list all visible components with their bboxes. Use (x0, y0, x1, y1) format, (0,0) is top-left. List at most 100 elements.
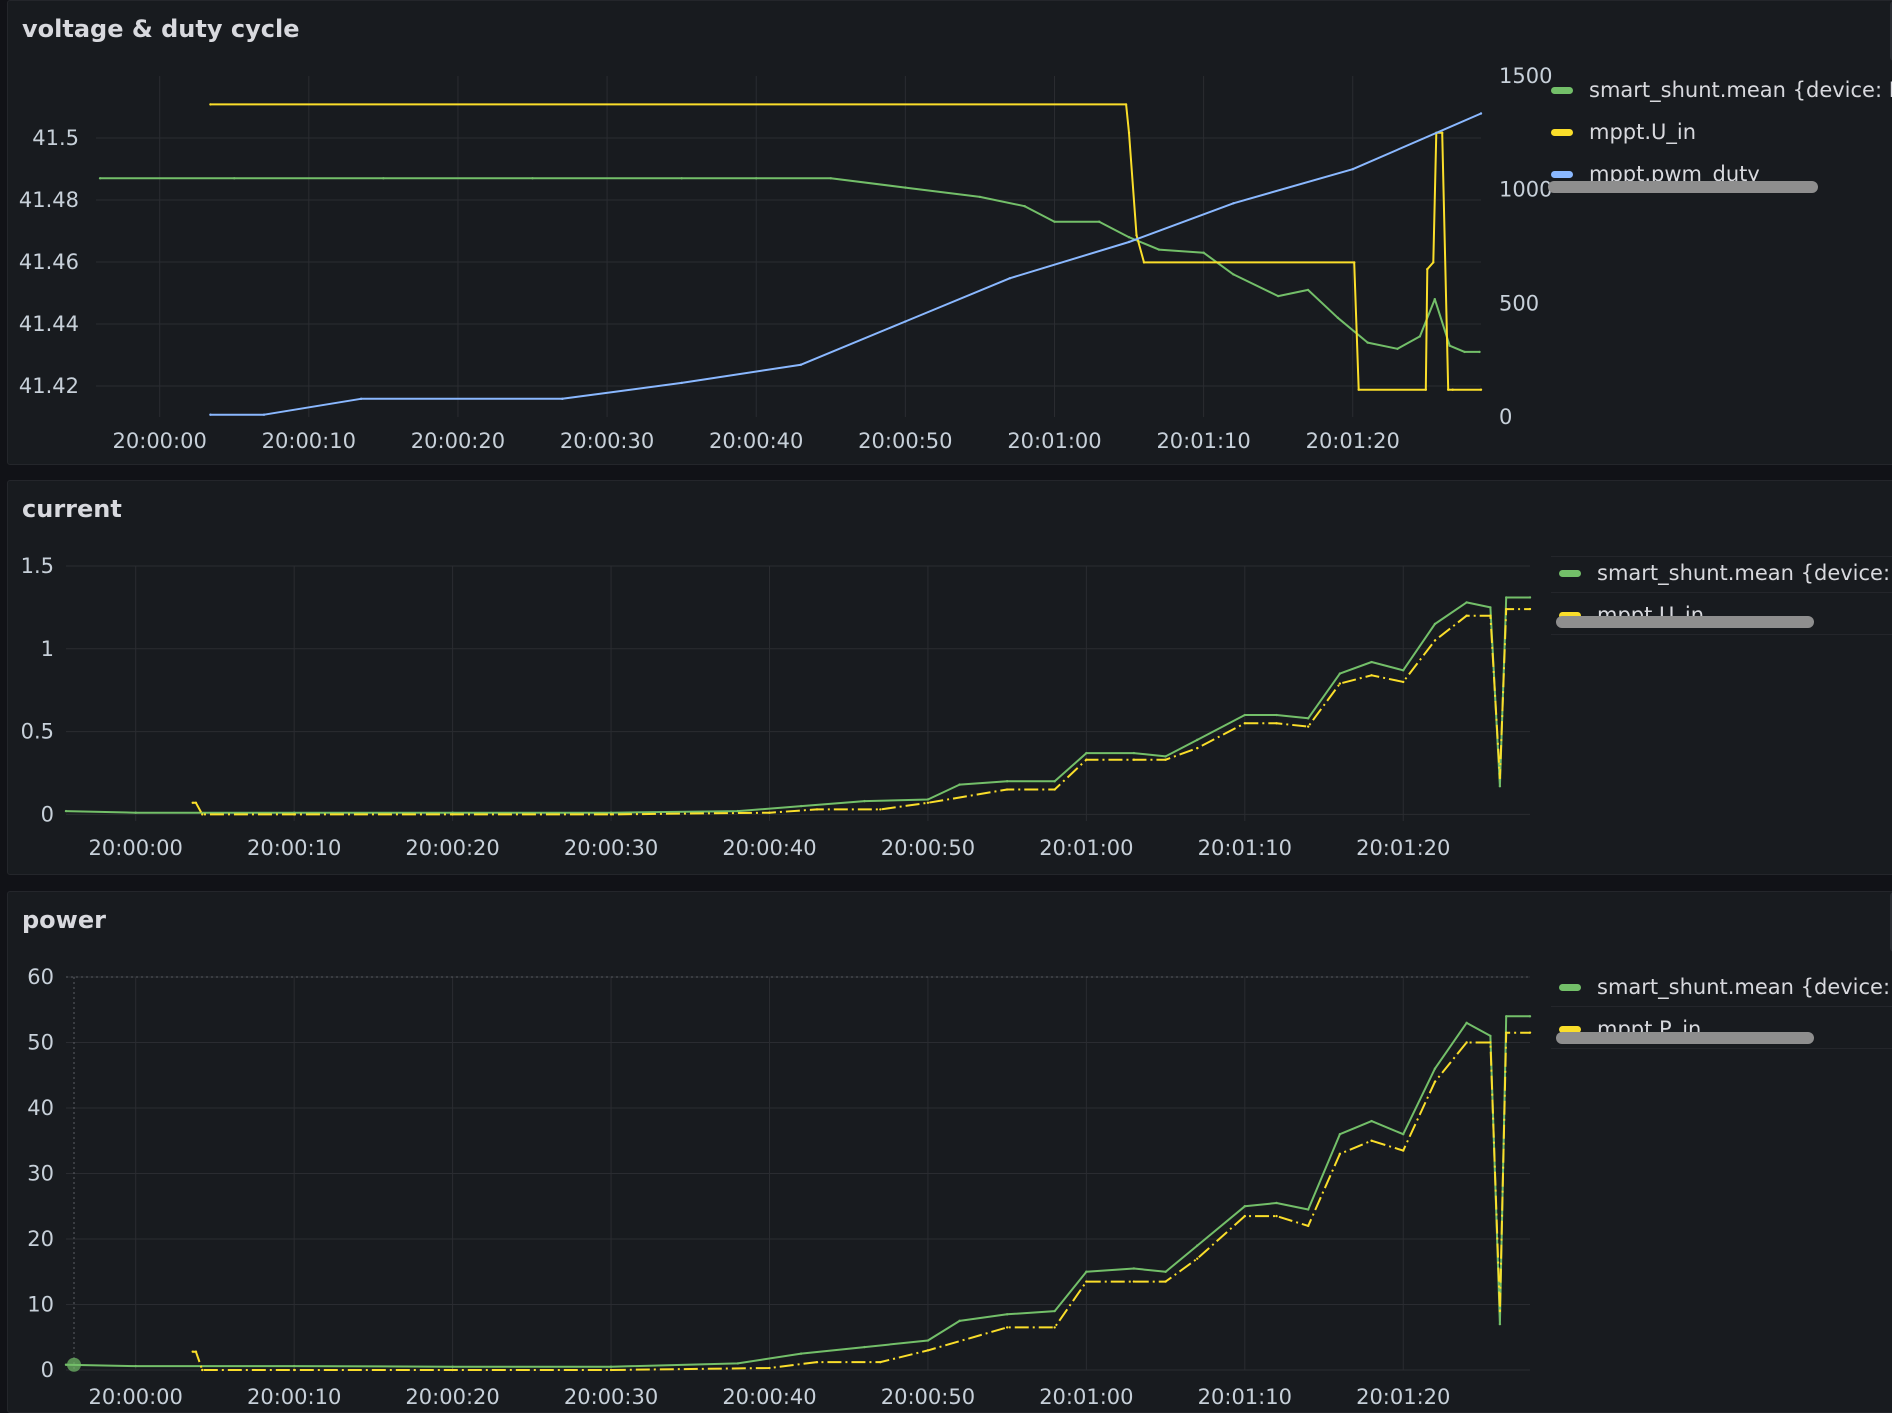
data-point (1498, 1322, 1502, 1326)
data-point (1426, 268, 1429, 271)
panel-title[interactable]: power (22, 906, 106, 934)
x-tick-label: 20:00:50 (881, 836, 975, 860)
data-point (451, 811, 454, 814)
data-point (1338, 1133, 1342, 1136)
data-point (1053, 780, 1056, 783)
data-point (768, 1366, 771, 1370)
data-point (191, 801, 194, 804)
data-point (1370, 660, 1373, 664)
data-point (863, 799, 866, 803)
x-tick-label: 20:00:50 (881, 1385, 975, 1409)
series-line[interactable] (65, 1015, 1530, 1368)
data-point (1370, 674, 1373, 677)
data-point (1008, 277, 1011, 280)
legend-swatch (1559, 611, 1581, 619)
series-line[interactable] (100, 177, 1480, 353)
legend-item[interactable]: mppt.U_in (1551, 119, 1696, 145)
data-point (194, 801, 198, 804)
data-point (863, 1345, 866, 1349)
y-tick-label: 40 (27, 1096, 54, 1120)
data-point (609, 811, 613, 814)
data-point (1418, 335, 1422, 338)
data-point (1243, 713, 1247, 717)
data-point (609, 1365, 613, 1368)
data-point (1306, 1224, 1310, 1228)
data-point (1053, 1326, 1056, 1329)
data-point (1085, 758, 1088, 761)
legend-scrollbar[interactable] (1548, 181, 1818, 193)
legend: smart_shunt.mean {device: E mppt.U_in mp… (1548, 77, 1892, 197)
data-point (1465, 614, 1468, 617)
legend-scrollbar[interactable] (1556, 616, 1814, 628)
data-point (1164, 1270, 1167, 1273)
data-point (134, 1364, 137, 1368)
data-point (233, 177, 236, 180)
data-point (1528, 596, 1532, 599)
data-point (1478, 350, 1481, 354)
data-point (451, 1365, 454, 1368)
data-point (64, 1363, 68, 1366)
x-tick-label: 20:01:10 (1156, 429, 1250, 453)
y-tick-label: 1 (41, 637, 54, 661)
data-point (1370, 1139, 1373, 1142)
data-point (736, 1362, 739, 1365)
legend-item[interactable]: smart_shunt.mean {device: E (1551, 77, 1892, 103)
voltage-duty-chart[interactable]: 20:00:00 20:00:10 20:00:20 20:00:30 20:00:40… (8, 1, 1892, 464)
series-line[interactable] (65, 596, 1530, 814)
data-point (1005, 788, 1009, 791)
data-point (1528, 607, 1532, 611)
data-point (1433, 639, 1437, 642)
data-point (1275, 722, 1278, 725)
y-tick-label: 41.42 (19, 374, 79, 398)
data-point (1498, 785, 1502, 788)
data-point (1528, 1015, 1532, 1018)
data-point (879, 808, 882, 811)
legend-scrollbar[interactable] (1556, 1032, 1814, 1044)
series-line[interactable] (192, 1031, 1530, 1371)
data-point (1127, 236, 1131, 239)
legend: smart_shunt.mean {device: E mppt.U_in (1551, 556, 1892, 666)
y-tick-label: 50 (27, 1031, 54, 1055)
data-point (958, 783, 961, 786)
y-tick-label: 30 (27, 1162, 54, 1186)
legend-item[interactable]: smart_shunt.mean {device: E (1551, 974, 1892, 1000)
data-point (1338, 672, 1342, 675)
y-right-tick-label: 1000 (1499, 178, 1552, 202)
data-point (1505, 607, 1508, 611)
data-point (1366, 341, 1369, 344)
legend-item[interactable]: smart_shunt.mean {device: E (1551, 560, 1892, 586)
data-point (1505, 1031, 1508, 1034)
series-line[interactable] (192, 608, 1530, 816)
panel-menu-button[interactable] (1890, 1, 1892, 61)
data-point (1441, 131, 1444, 135)
power-chart[interactable]: 20:00:00 20:00:10 20:00:20 20:00:30 20:00:40… (8, 892, 1892, 1412)
legend-label: smart_shunt.mean {device: E (1597, 975, 1892, 999)
data-point (1085, 1270, 1088, 1273)
data-point (382, 177, 385, 180)
panel-title[interactable]: current (22, 495, 122, 523)
data-point (1489, 614, 1492, 617)
x-tick-label: 20:00:40 (722, 1385, 816, 1409)
data-point (1396, 347, 1399, 350)
legend-divider (1551, 556, 1892, 557)
panel-power[interactable]: power 20:00:00 20:00:10 20:00:20 20:00:30 20… (7, 891, 1892, 1413)
current-chart[interactable]: 20:00:00 20:00:10 20:00:20 20:00:30 20:00:40… (8, 481, 1892, 874)
data-point (561, 397, 564, 401)
legend-divider (1551, 1048, 1892, 1049)
series-line[interactable] (210, 112, 1482, 416)
data-point (1505, 1015, 1508, 1018)
panel-voltage-duty-cycle[interactable]: voltage & duty cycle 20:00:00 20:00:10 20:… (7, 0, 1892, 465)
panel-current[interactable]: current 20:00:00 20:00:10 20:00:20 20:00:30… (7, 480, 1892, 875)
legend-label: smart_shunt.mean {device: E (1597, 561, 1892, 585)
y-tick-label: 41.46 (19, 250, 79, 274)
panel-title[interactable]: voltage & duty cycle (22, 15, 300, 43)
y-tick-label: 41.48 (19, 188, 79, 212)
panel-menu-button[interactable] (1890, 892, 1892, 952)
data-point (815, 808, 819, 811)
data-point (904, 186, 907, 189)
grid (66, 565, 1530, 821)
y-tick-label: 1.5 (21, 554, 54, 578)
x-tick-label: 20:00:30 (564, 1385, 658, 1409)
y-tick-label: 41.5 (32, 126, 79, 150)
x-tick-label: 20:00:10 (262, 429, 356, 453)
